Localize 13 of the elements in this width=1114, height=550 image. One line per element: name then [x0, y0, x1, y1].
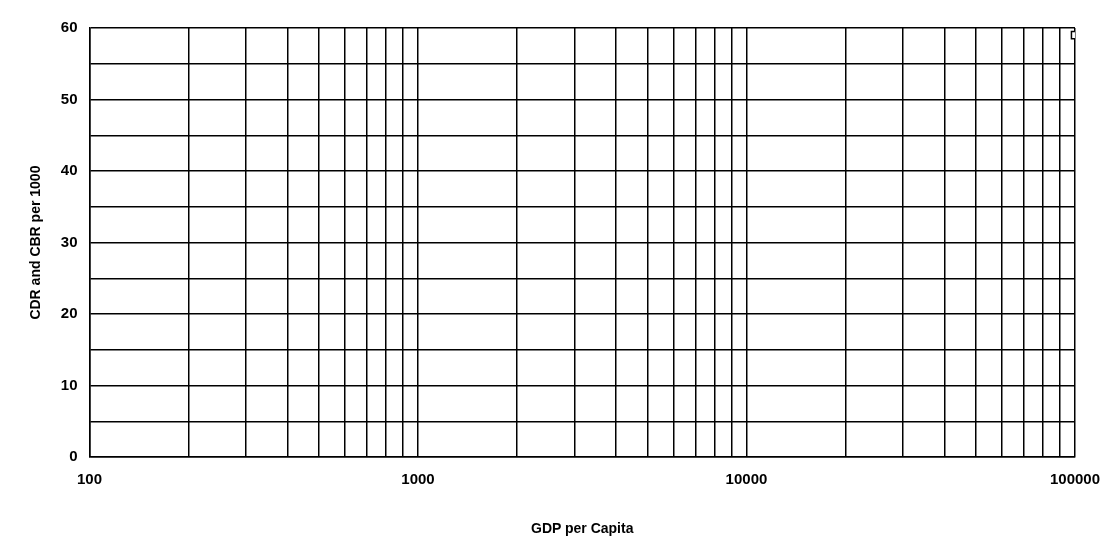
y-tick-label: 60: [60, 18, 78, 36]
y-axis-title: CDR and CBR per 1000: [27, 165, 44, 320]
y-tick-label: 10: [60, 375, 78, 393]
y-tick-label: 30: [60, 232, 78, 250]
x-tick-label: 100000: [1049, 470, 1100, 488]
x-tick-label: 100: [76, 470, 102, 488]
y-tick-label: 0: [69, 447, 78, 465]
y-tick-label: 40: [60, 161, 78, 179]
y-tick-label: 50: [60, 89, 78, 107]
x-axis-title: GDP per Capita: [531, 520, 634, 537]
y-tick-label: 20: [60, 304, 78, 322]
x-tick-label: 1000: [401, 470, 435, 488]
x-tick-label: 10000: [725, 470, 768, 488]
